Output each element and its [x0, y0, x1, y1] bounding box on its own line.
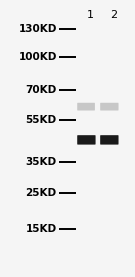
Text: 130KD: 130KD [18, 24, 57, 34]
FancyBboxPatch shape [100, 103, 119, 111]
FancyBboxPatch shape [77, 103, 95, 111]
Text: 100KD: 100KD [18, 52, 57, 62]
Text: 70KD: 70KD [26, 85, 57, 95]
Text: 15KD: 15KD [26, 224, 57, 234]
Text: 35KD: 35KD [26, 157, 57, 167]
Text: 2: 2 [110, 10, 117, 20]
Text: 1: 1 [87, 10, 94, 20]
FancyBboxPatch shape [100, 135, 119, 145]
Text: 25KD: 25KD [26, 188, 57, 198]
FancyBboxPatch shape [77, 135, 96, 145]
Text: 55KD: 55KD [26, 116, 57, 125]
